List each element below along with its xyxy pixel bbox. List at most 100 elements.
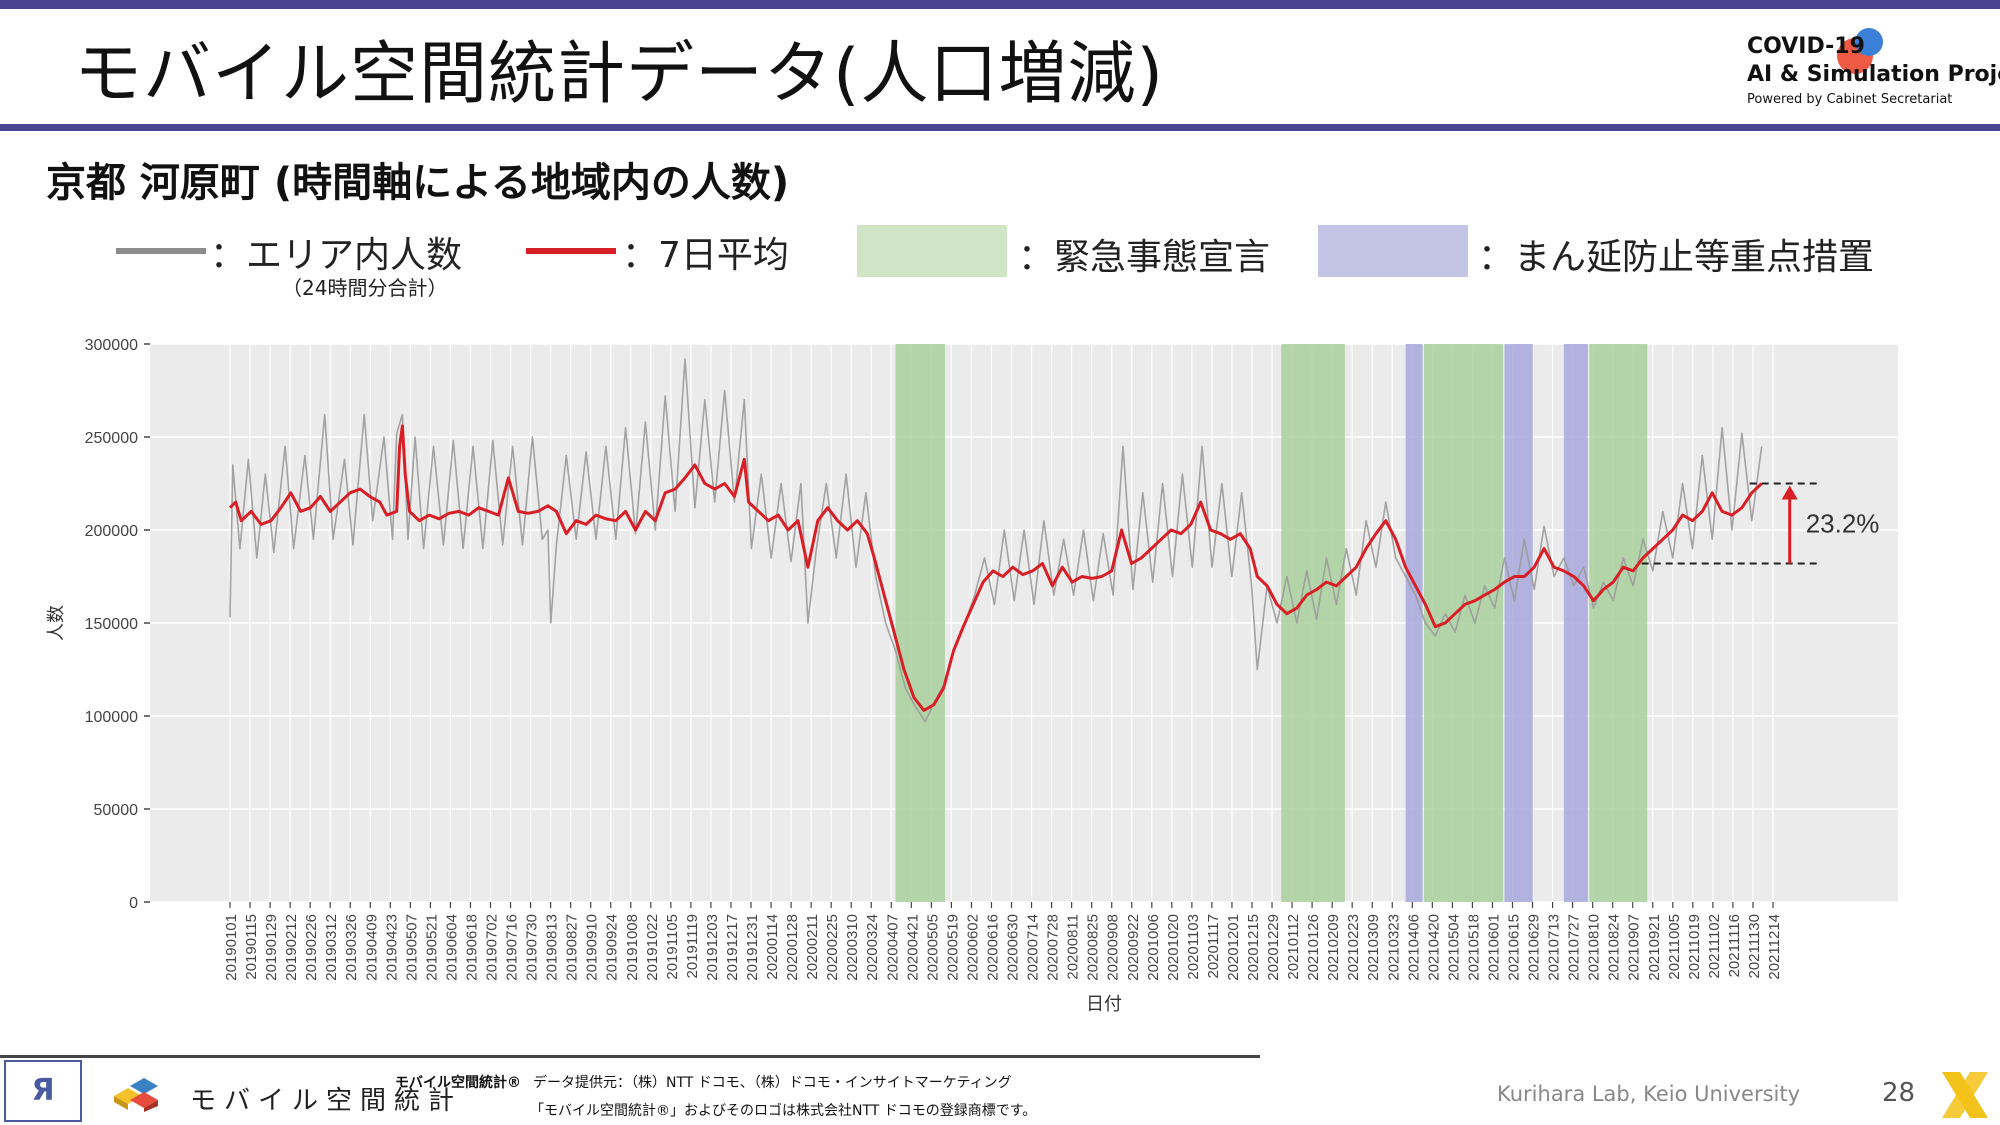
x-tick-label: 20210323 [1385, 914, 1402, 981]
lab-credit: Kurihara Lab, Keio University [1497, 1082, 1801, 1106]
mobile-logo-text: モバイル空間統計 [190, 1086, 463, 1116]
x-tick-label: 20190226 [303, 914, 320, 981]
x-tick-label: 20200811 [1065, 914, 1082, 980]
x-tick-label: 20191231 [744, 914, 761, 981]
x-tick-label: 20200908 [1105, 914, 1122, 981]
x-tick-label: 20200128 [784, 914, 801, 981]
y-tick-label: 0 [129, 895, 138, 912]
x-tick-label: 20191105 [664, 914, 681, 980]
x-tick-label: 20190101 [223, 914, 240, 981]
footer-provider: データ提供元：（株）NTT ドコモ、（株）ドコモ・インサイトマーケティング [533, 1075, 1012, 1091]
mobile-spatial-stats-logo: モバイル空間統計 [110, 1070, 454, 1120]
x-tick-label: 20190813 [544, 914, 561, 981]
y-tick-label: 150000 [85, 616, 138, 633]
x-tick-label: 20210223 [1345, 914, 1362, 981]
x-tick-label: 20201117 [1205, 914, 1222, 979]
x-tick-label: 20210907 [1626, 914, 1643, 981]
y-tick-label: 50000 [94, 802, 139, 819]
x-tick-label: 20191008 [624, 914, 641, 981]
x-tick-label: 20200211 [804, 914, 821, 980]
legend-avg-swatch [526, 248, 616, 254]
x-tick-label: 20190716 [504, 914, 521, 981]
semi-emergency-period-band [1504, 344, 1533, 902]
top-accent-bar [0, 0, 2000, 9]
semi-emergency-period-band [1563, 344, 1588, 902]
x-tick-label: 20210406 [1405, 914, 1422, 981]
slide-title: モバイル空間統計データ(人口増減) [74, 35, 1165, 114]
logo-line2: AI & Simulation Project [1747, 62, 2000, 87]
x-tick-label: 20200630 [1005, 914, 1022, 981]
x-tick-label: 20190423 [383, 914, 400, 981]
x-tick-label: 20200602 [964, 914, 981, 981]
covid-ai-logo: COVID-19 AI & Simulation Project Powered… [1745, 28, 2000, 118]
page-number: 28 [1882, 1078, 1916, 1108]
x-tick-label: 20200714 [1025, 914, 1042, 981]
legend-area-note: （24時間分合計） [282, 276, 448, 300]
x-tick-label: 20190409 [363, 914, 380, 981]
x-tick-label: 20211214 [1766, 914, 1783, 980]
logo-blue-dot [1855, 28, 1883, 56]
x-tick-label: 20210420 [1425, 914, 1442, 981]
x-tick-label: 20210615 [1505, 914, 1522, 981]
annotation-label: 23.2% [1806, 508, 1880, 538]
x-tick-label: 20201215 [1245, 914, 1262, 981]
x-tick-label: 20210824 [1606, 914, 1623, 981]
keio-lab-logo: Я [4, 1060, 82, 1122]
x-tick-label: 20211116 [1726, 914, 1743, 977]
x-tick-label: 20191022 [644, 914, 661, 981]
x-tick-label: 20200825 [1085, 914, 1102, 981]
x-tick-label: 20190326 [343, 914, 360, 981]
chart-subtitle: 京都 河原町 (時間軸による地域内の人数) [46, 160, 790, 206]
x-tick-label: 20190924 [604, 914, 621, 981]
legend-avg-label: ：7日平均 [622, 235, 789, 276]
x-tick-label: 20190115 [243, 914, 260, 980]
x-tick-label: 20200310 [844, 914, 861, 981]
x-tick-label: 20211102 [1706, 914, 1723, 979]
x-tick-label: 20200922 [1125, 914, 1142, 981]
x-tick-label: 20190604 [443, 914, 460, 981]
x-tick-label: 20201006 [1145, 914, 1162, 981]
x-tick-label: 20211019 [1686, 914, 1703, 980]
x-tick-label: 20191203 [704, 914, 721, 981]
emergency-period-band [1423, 344, 1504, 902]
x-tick-label: 20210921 [1646, 914, 1663, 981]
x-tick-label: 20210601 [1485, 914, 1502, 981]
logo-line1: COVID-19 [1747, 34, 1865, 59]
logo-line3: Powered by Cabinet Secretariat [1747, 92, 1953, 107]
footer-trademark: 「モバイル空間統計®」およびそのロゴは株式会社NTT ドコモの登録商標です。 [530, 1103, 1037, 1119]
x-tick-label: 20211005 [1666, 914, 1683, 980]
legend-semi-label: ：まん延防止等重点措置 [1478, 237, 1875, 278]
emergency-period-band [1281, 344, 1345, 902]
x-tick-label: 20191119 [684, 914, 701, 979]
x-tick-label: 20190129 [263, 914, 280, 981]
x-tick-label: 20190827 [564, 914, 581, 981]
population-chart: 0 50000 100000 150000 200000 250000 300000 2019… [46, 337, 1898, 1015]
title-rule [0, 124, 2000, 131]
x-tick-label: 20190212 [283, 914, 300, 981]
x-tick-label: 20210112 [1285, 914, 1302, 980]
x-tick-label: 20210727 [1566, 914, 1583, 981]
y-axis-title: 人数 [46, 605, 67, 641]
x-tick-label: 20190702 [484, 914, 501, 981]
legend-emergency-swatch [857, 225, 1007, 277]
x-tick-label: 20211130 [1746, 914, 1763, 979]
x-tick-label: 20201201 [1225, 914, 1242, 981]
x-logo-icon [1942, 1072, 1988, 1118]
x-tick-label: 20210713 [1546, 914, 1563, 981]
x-tick-label: 20210629 [1526, 914, 1543, 981]
y-tick-label: 200000 [85, 523, 138, 540]
x-tick-label: 20200421 [904, 914, 921, 981]
x-tick-label: 20191217 [724, 914, 741, 981]
emergency-period-band [1589, 344, 1648, 902]
x-tick-label: 20210209 [1325, 914, 1342, 981]
x-tick-label: 20200225 [824, 914, 841, 981]
semi-emergency-period-band [1405, 344, 1423, 902]
x-tick-label: 20210309 [1365, 914, 1382, 981]
x-tick-label: 20200728 [1045, 914, 1062, 981]
x-tick-label: 20190730 [524, 914, 541, 981]
legend-semi-swatch [1318, 225, 1468, 277]
x-tick-label: 20210810 [1586, 914, 1603, 981]
y-tick-label: 300000 [85, 337, 138, 354]
x-tick-label: 20201229 [1265, 914, 1282, 981]
legend-area-label: ：エリア内人数 [210, 235, 463, 276]
